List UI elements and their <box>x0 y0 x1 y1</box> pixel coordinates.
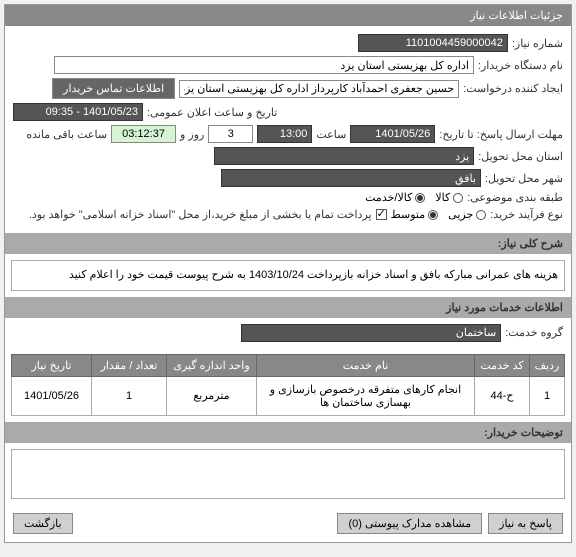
row-process: نوع فرآیند خرید: جزیی متوسط پرداخت تمام … <box>13 208 563 221</box>
cell-row: 1 <box>530 376 565 415</box>
bottom-bar: پاسخ به نیاز مشاهده مدارک پیوستی (0) باز… <box>5 505 571 542</box>
remaining-label: ساعت باقی مانده <box>26 128 107 141</box>
deadline-time-input[interactable] <box>257 125 312 143</box>
group-input[interactable] <box>241 324 501 342</box>
city-input[interactable] <box>221 169 481 187</box>
form-area: شماره نیاز: نام دستگاه خریدار: ایجاد کنن… <box>5 26 571 233</box>
th-qty: تعداد / مقدار <box>92 354 167 376</box>
row-creator: ایجاد کننده درخواست: اطلاعات تماس خریدار <box>13 78 563 99</box>
remaining-time-input[interactable] <box>111 125 176 143</box>
cell-code: ح-44 <box>475 376 530 415</box>
radio-service-label: کالا/خدمت <box>365 191 412 204</box>
process-label: نوع فرآیند خرید: <box>490 208 563 221</box>
main-panel: جزئیات اطلاعات نیاز شماره نیاز: نام دستگ… <box>4 4 572 543</box>
radio-goods-label: کالا <box>435 191 450 204</box>
row-category: طبقه بندی موضوعی: کالا کالا/خدمت <box>13 191 563 204</box>
days-input[interactable] <box>208 125 253 143</box>
time-label: ساعت <box>316 128 346 141</box>
city-label: شهر محل تحویل: <box>485 172 563 185</box>
reply-button[interactable]: پاسخ به نیاز <box>488 513 563 534</box>
row-city: شهر محل تحویل: <box>13 169 563 187</box>
radio-goods[interactable]: کالا <box>435 191 463 204</box>
deadline-label: مهلت ارسال پاسخ: تا تاریخ: <box>439 128 563 141</box>
radio-minor-circle <box>476 210 486 220</box>
buyer-org-input[interactable] <box>54 56 474 74</box>
row-announce: تاریخ و ساعت اعلان عمومی: <box>13 103 563 121</box>
province-label: استان محل تحویل: <box>478 150 563 163</box>
buyer-org-label: نام دستگاه خریدار: <box>478 59 563 72</box>
row-buyer-org: نام دستگاه خریدار: <box>13 56 563 74</box>
cell-name: انجام کارهای متفرقه درخصوص بازسازی و بهس… <box>257 376 475 415</box>
creator-input[interactable] <box>179 80 459 98</box>
group-label: گروه خدمت: <box>505 326 563 339</box>
radio-medium[interactable]: متوسط <box>391 208 439 221</box>
creator-label: ایجاد کننده درخواست: <box>463 82 563 95</box>
announce-input[interactable] <box>13 103 143 121</box>
main-desc-title: شرح کلی نیاز: <box>5 233 571 254</box>
services-title: اطلاعات خدمات مورد نیاز <box>5 297 571 318</box>
payment-note: پرداخت تمام یا بخشی از مبلغ خرید،از محل … <box>29 208 372 221</box>
main-desc-box: هزینه های عمرانی مبارکه بافق و اسناد خزا… <box>11 260 565 291</box>
radio-service-circle <box>415 193 425 203</box>
radio-medium-label: متوسط <box>391 208 426 221</box>
radio-medium-circle <box>428 210 438 220</box>
row-deadline: مهلت ارسال پاسخ: تا تاریخ: ساعت روز و سا… <box>13 125 563 143</box>
day-label: روز و <box>180 128 204 141</box>
radio-minor[interactable]: جزیی <box>448 208 486 221</box>
th-row: ردیف <box>530 354 565 376</box>
cell-unit: مترمربع <box>167 376 257 415</box>
province-input[interactable] <box>214 147 474 165</box>
payment-checkbox[interactable] <box>376 209 387 220</box>
need-number-input[interactable] <box>358 34 508 52</box>
category-radio-group: کالا کالا/خدمت <box>365 191 463 204</box>
row-need-number: شماره نیاز: <box>13 34 563 52</box>
row-province: استان محل تحویل: <box>13 147 563 165</box>
contact-button[interactable]: اطلاعات تماس خریدار <box>52 78 175 99</box>
table-header-row: ردیف کد خدمت نام خدمت واحد اندازه گیری ت… <box>12 354 565 376</box>
row-group: گروه خدمت: <box>5 318 571 348</box>
radio-service[interactable]: کالا/خدمت <box>365 191 425 204</box>
th-code: کد خدمت <box>475 354 530 376</box>
deadline-date-input[interactable] <box>350 125 435 143</box>
attachments-button[interactable]: مشاهده مدارک پیوستی (0) <box>337 513 482 534</box>
th-unit: واحد اندازه گیری <box>167 354 257 376</box>
panel-title: جزئیات اطلاعات نیاز <box>470 10 563 22</box>
buyer-notes-label: توضیحات خریدار: <box>484 427 563 439</box>
services-table: ردیف کد خدمت نام خدمت واحد اندازه گیری ت… <box>11 354 565 416</box>
announce-label: تاریخ و ساعت اعلان عمومی: <box>147 106 277 119</box>
radio-minor-label: جزیی <box>448 208 473 221</box>
th-name: نام خدمت <box>257 354 475 376</box>
radio-goods-circle <box>453 193 463 203</box>
panel-header: جزئیات اطلاعات نیاز <box>5 5 571 26</box>
buyer-notes-title: توضیحات خریدار: <box>5 422 571 443</box>
back-button[interactable]: بازگشت <box>13 513 73 534</box>
main-desc-label: شرح کلی نیاز: <box>498 238 563 250</box>
cell-date: 1401/05/26 <box>12 376 92 415</box>
need-number-label: شماره نیاز: <box>512 37 563 50</box>
table-row[interactable]: 1 ح-44 انجام کارهای متفرقه درخصوص بازساز… <box>12 376 565 415</box>
process-radio-group: جزیی متوسط <box>391 208 487 221</box>
buyer-notes-area <box>11 449 565 499</box>
category-label: طبقه بندی موضوعی: <box>467 191 563 204</box>
th-date: تاریخ نیاز <box>12 354 92 376</box>
cell-qty: 1 <box>92 376 167 415</box>
